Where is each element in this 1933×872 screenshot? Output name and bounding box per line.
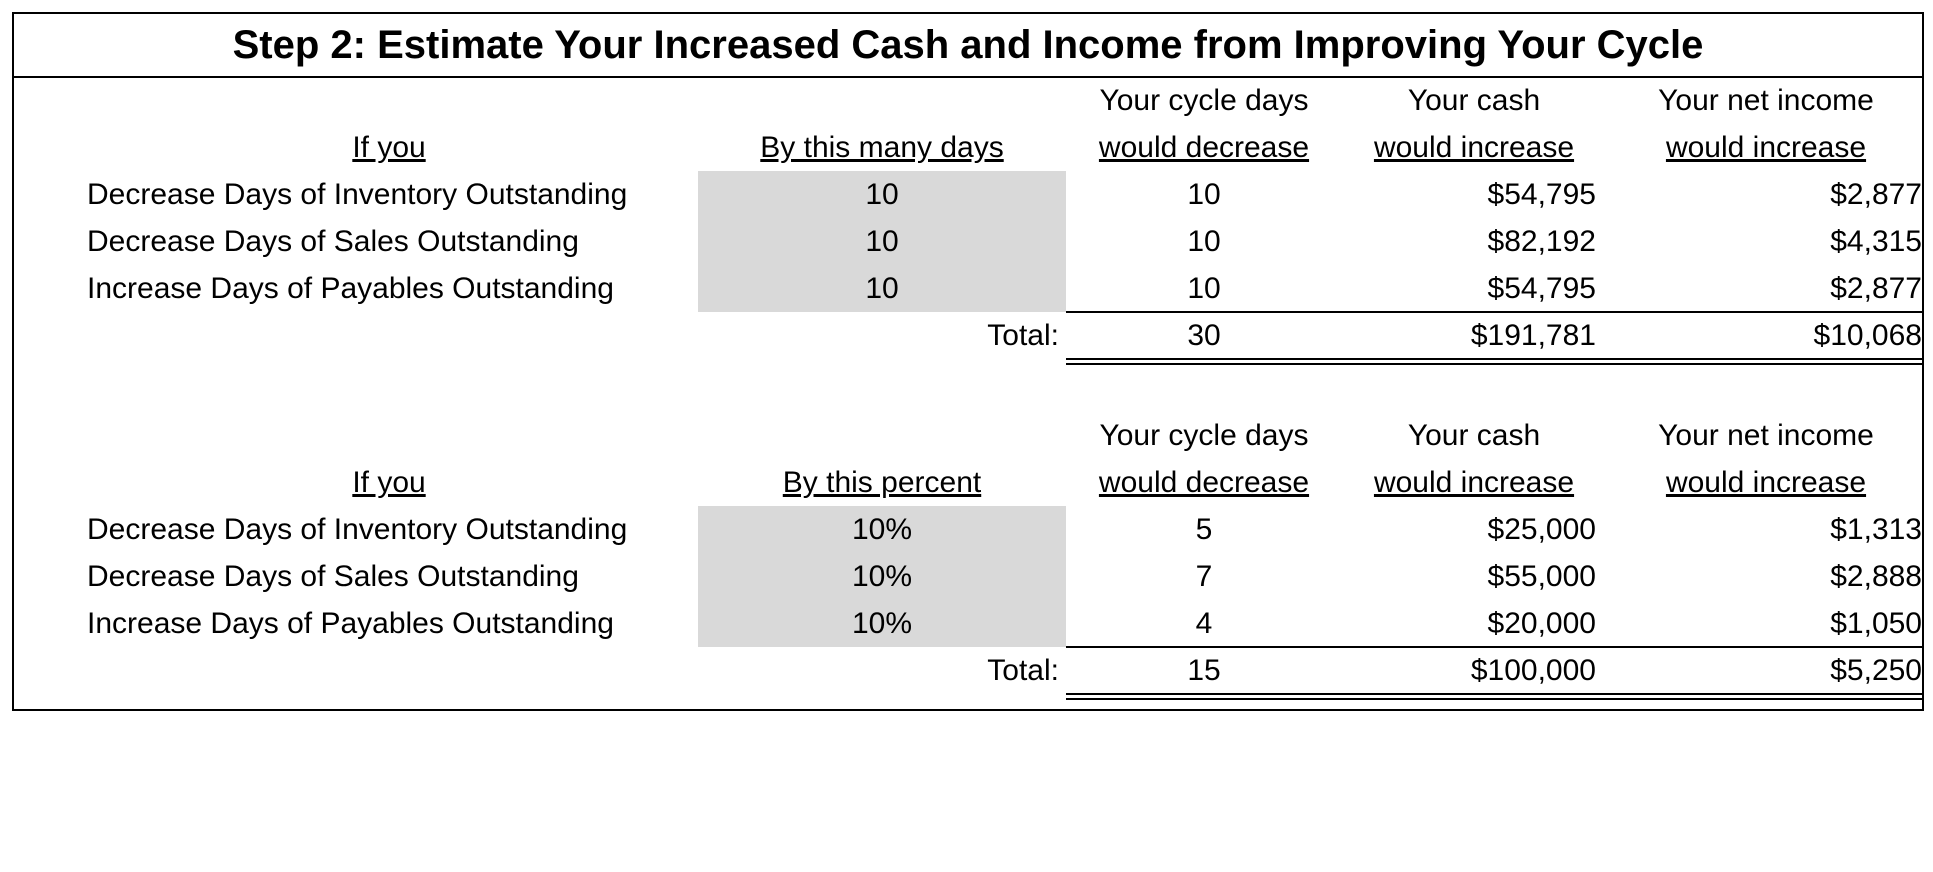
cell: $2,888 bbox=[1830, 560, 1922, 593]
total-rule bbox=[1066, 311, 1924, 313]
total-rule bbox=[1066, 646, 1924, 648]
row-label: Decrease Days of Inventory Outstanding bbox=[87, 178, 628, 211]
total-label: Total: bbox=[987, 654, 1059, 687]
cell: 10% bbox=[851, 607, 913, 640]
total-cell: $10,068 bbox=[1813, 319, 1922, 352]
cell: 10 bbox=[1187, 178, 1221, 211]
cell: 7 bbox=[1195, 560, 1213, 593]
column-header: would increase bbox=[1665, 131, 1867, 164]
cell: $2,877 bbox=[1830, 272, 1922, 305]
column-header: would increase bbox=[1373, 466, 1575, 499]
total-cell: 30 bbox=[1187, 319, 1221, 352]
total-cell: $191,781 bbox=[1470, 319, 1596, 352]
cell: 10% bbox=[851, 560, 913, 593]
cell: $1,050 bbox=[1830, 607, 1922, 640]
total-cell: 15 bbox=[1187, 654, 1221, 687]
cell: 5 bbox=[1195, 513, 1213, 546]
total-cell: $5,250 bbox=[1830, 654, 1922, 687]
cell: 10 bbox=[865, 272, 899, 305]
row-label: Decrease Days of Sales Outstanding bbox=[87, 560, 579, 593]
column-header: By this percent bbox=[782, 466, 982, 499]
cell: $1,313 bbox=[1830, 513, 1922, 546]
column-header: Your net income bbox=[1658, 419, 1874, 452]
title: Step 2: Estimate Your Increased Cash and… bbox=[12, 12, 1924, 78]
cell: $54,795 bbox=[1487, 272, 1596, 305]
input-cells bbox=[698, 506, 1066, 647]
row-label: Decrease Days of Sales Outstanding bbox=[87, 225, 579, 258]
column-header: Your cycle days bbox=[1099, 419, 1309, 452]
column-header: would decrease bbox=[1098, 131, 1310, 164]
column-header: Your net income bbox=[1658, 84, 1874, 117]
column-header: By this many days bbox=[760, 131, 1004, 164]
double-rule bbox=[1066, 693, 1924, 695]
cell: 10 bbox=[865, 178, 899, 211]
table-frame bbox=[12, 12, 1924, 711]
cell: 10 bbox=[1187, 225, 1221, 258]
double-rule bbox=[1066, 358, 1924, 360]
double-rule bbox=[1066, 698, 1924, 700]
column-header: Your cash bbox=[1407, 84, 1541, 117]
column-header: If you bbox=[352, 466, 426, 499]
cell: $2,877 bbox=[1830, 178, 1922, 211]
cell: 10 bbox=[865, 225, 899, 258]
double-rule bbox=[1066, 363, 1924, 365]
column-header: Your cash bbox=[1407, 419, 1541, 452]
column-header: would increase bbox=[1373, 131, 1575, 164]
cell: $4,315 bbox=[1830, 225, 1922, 258]
column-header: If you bbox=[352, 131, 426, 164]
column-header: would increase bbox=[1665, 466, 1867, 499]
cell: 10% bbox=[851, 513, 913, 546]
cell: $20,000 bbox=[1487, 607, 1596, 640]
row-label: Increase Days of Payables Outstanding bbox=[87, 272, 614, 305]
cell: 10 bbox=[1187, 272, 1221, 305]
cell: 4 bbox=[1195, 607, 1213, 640]
column-header: would decrease bbox=[1098, 466, 1310, 499]
cell: $54,795 bbox=[1487, 178, 1596, 211]
row-label: Increase Days of Payables Outstanding bbox=[87, 607, 614, 640]
cell: $25,000 bbox=[1487, 513, 1596, 546]
cell: $82,192 bbox=[1487, 225, 1596, 258]
row-label: Decrease Days of Inventory Outstanding bbox=[87, 513, 628, 546]
total-cell: $100,000 bbox=[1470, 654, 1596, 687]
column-header: Your cycle days bbox=[1099, 84, 1309, 117]
input-cells bbox=[698, 171, 1066, 312]
total-label: Total: bbox=[987, 319, 1059, 352]
cell: $55,000 bbox=[1487, 560, 1596, 593]
